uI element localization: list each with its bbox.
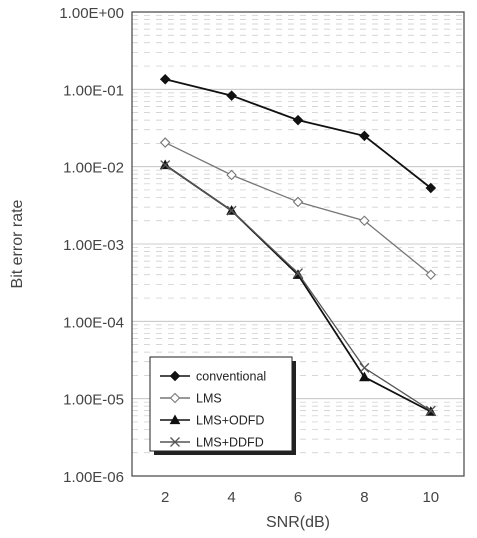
legend-label: LMS+ODFD <box>196 414 264 428</box>
series-3 <box>160 160 436 416</box>
y-tick-labels: 1.00E+00 1.00E-01 1.00E-02 1.00E-03 1.00E-04… <box>59 5 124 486</box>
plot-area-frame <box>131 11 465 477</box>
legend-label: conventional <box>196 370 266 384</box>
x-tick-label: 10 <box>422 489 439 506</box>
series-line <box>164 141 432 276</box>
y-axis-title: Bit error rate <box>9 199 26 288</box>
y-tick-label: 1.00E-03 <box>63 237 124 254</box>
legend-label: LMS <box>196 392 222 406</box>
legend: conventional LMS LMS+ODFD LMS+DDFD <box>149 356 296 455</box>
y-tick-label: 1.00E-02 <box>63 160 124 177</box>
data-point <box>226 169 237 181</box>
x-axis-title: SNR(dB) <box>266 514 330 531</box>
data-point <box>425 269 437 281</box>
y-tick-label: 1.00E+00 <box>59 5 124 22</box>
y-tick-label: 1.00E-06 <box>63 469 124 486</box>
legend-marker <box>169 370 181 382</box>
data-point <box>292 114 304 126</box>
data-point <box>425 405 436 416</box>
x-tick-label: 6 <box>294 489 302 506</box>
y-tick-label: 1.00E-05 <box>63 392 124 409</box>
legend-marker <box>170 437 180 447</box>
series-0 <box>159 73 437 194</box>
data-point <box>359 215 370 226</box>
legend-marker <box>169 392 181 404</box>
legend-label: LMS+DDFD <box>196 436 264 450</box>
legend-box <box>149 356 293 452</box>
data-point <box>292 196 304 208</box>
series-1 <box>159 137 437 281</box>
data-point <box>226 90 237 101</box>
y-tick-label: 1.00E-04 <box>63 314 124 331</box>
series-line <box>164 78 432 189</box>
legend-marker <box>169 414 181 425</box>
data-point <box>359 371 370 382</box>
x-tick-labels: 2 4 6 8 10 <box>161 489 439 506</box>
x-tick-label: 2 <box>161 489 169 506</box>
data-point <box>160 160 171 170</box>
data-point <box>359 362 370 373</box>
y-tick-label: 1.00E-01 <box>63 82 124 99</box>
data-point <box>425 182 437 194</box>
data-point <box>159 137 171 148</box>
data-point <box>226 205 237 216</box>
data-point <box>359 130 370 142</box>
x-tick-label: 4 <box>227 489 235 506</box>
data-point <box>293 268 303 279</box>
legend-entries: conventional LMS LMS+ODFD LMS+DDFD <box>160 370 266 450</box>
x-tick-label: 8 <box>360 489 368 506</box>
data-point <box>159 73 171 85</box>
series-group <box>159 73 437 416</box>
